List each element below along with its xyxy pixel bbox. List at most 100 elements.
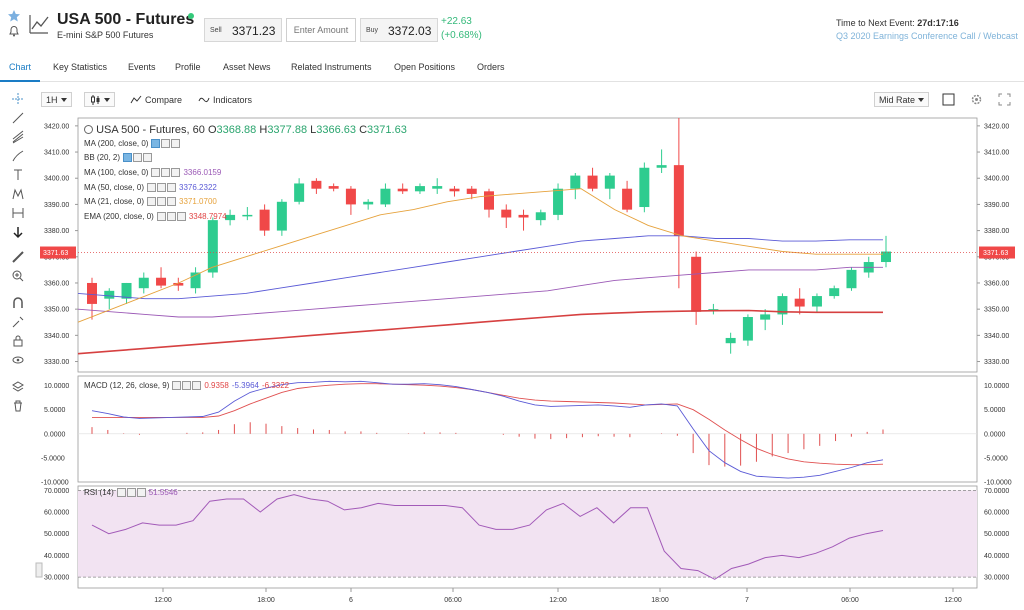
sell-button[interactable]: Sell 3371.23 — [204, 18, 282, 42]
fullscreen-icon[interactable] — [998, 93, 1011, 106]
rsi-line — [91, 494, 884, 580]
lock-icon[interactable] — [11, 334, 25, 348]
candle-body — [414, 186, 425, 192]
rsi-tick-label-right: 60.0000 — [984, 510, 1009, 517]
indicator-name: EMA (200, close, 0) — [84, 212, 154, 221]
buy-button[interactable]: Buy 3372.03 — [360, 18, 438, 42]
arrow-down-icon[interactable] — [11, 225, 25, 239]
layers-icon[interactable] — [11, 380, 25, 394]
rsi-band — [78, 490, 977, 578]
indicator-controls[interactable] — [116, 488, 146, 497]
indicators-label: Indicators — [213, 94, 253, 105]
trend-line-icon[interactable] — [11, 111, 25, 125]
price-mode-select[interactable]: Mid Rate — [874, 92, 930, 107]
x-tick-label: 6 — [349, 597, 353, 604]
chevron-down-icon — [918, 97, 925, 102]
pattern-icon[interactable] — [11, 187, 25, 201]
candle-body — [104, 290, 115, 299]
indicator-legend-ma21[interactable]: MA (21, close, 0) 3371.0700 — [84, 197, 217, 206]
zoom-in-icon[interactable] — [11, 269, 25, 283]
instrument-subtitle: E-mini S&P 500 Futures — [57, 30, 154, 40]
tab-orders[interactable]: Orders — [477, 62, 505, 72]
x-tick-label: 18:00 — [651, 597, 669, 604]
crosshair-icon[interactable] — [11, 92, 25, 106]
tab-profile[interactable]: Profile — [175, 62, 201, 72]
indicator-controls[interactable] — [147, 183, 177, 192]
macd-tick-label-left: 5.0000 — [44, 407, 66, 414]
indicator-controls[interactable] — [172, 381, 202, 390]
compare-icon — [130, 95, 142, 103]
candle-body — [449, 188, 460, 192]
rsi-legend[interactable]: RSI (14) 51.5546 — [84, 488, 178, 497]
rsi-tick-label-left: 50.0000 — [44, 531, 69, 538]
candle-body — [760, 314, 771, 320]
draw-mode-icon[interactable] — [11, 315, 25, 329]
legend-l-label: L — [310, 124, 317, 136]
indicator-controls[interactable] — [156, 212, 186, 221]
macd-line-value: -5.3964 — [231, 381, 259, 390]
tab-events[interactable]: Events — [128, 62, 156, 72]
indicator-legend-ma200[interactable]: MA (200, close, 0) — [84, 139, 181, 148]
tab-chart[interactable]: Chart — [9, 62, 32, 72]
brush-icon[interactable] — [11, 149, 25, 163]
indicator-legend-bb[interactable]: BB (20, 2) — [84, 153, 153, 162]
indicator-name: BB (20, 2) — [84, 153, 121, 162]
tab-key-statistics[interactable]: Key Statistics — [53, 62, 108, 72]
next-event-link[interactable]: Q3 2020 Earnings Conference Call / Webca… — [836, 31, 1018, 41]
candle-body — [829, 288, 840, 297]
interval-value: 1H — [46, 94, 58, 105]
indicators-button[interactable]: Indicators — [198, 92, 252, 107]
drawing-tools-sidebar — [0, 86, 36, 610]
bell-icon[interactable] — [8, 25, 20, 37]
rsi-tick-label-right: 30.0000 — [984, 575, 1009, 582]
candle-body — [656, 165, 667, 168]
y-tick-label-left: 3350.00 — [44, 307, 69, 314]
instrument-tabs: Chart Key Statistics Events Profile Asse… — [0, 56, 1024, 82]
candle-body — [345, 188, 356, 205]
ema200-line — [77, 309, 883, 355]
indicator-controls[interactable] — [123, 153, 153, 162]
projection-icon[interactable] — [11, 206, 25, 220]
fib-icon[interactable] — [11, 130, 25, 144]
amount-input[interactable] — [286, 18, 356, 42]
macd-legend[interactable]: MACD (12, 26, close, 9) 0.9358 -5.3964 -… — [84, 381, 289, 390]
trash-icon[interactable] — [11, 399, 25, 413]
tab-asset-news[interactable]: Asset News — [223, 62, 271, 72]
indicator-controls[interactable] — [151, 168, 181, 177]
candle-body — [311, 180, 322, 189]
ruler-icon[interactable] — [11, 250, 25, 264]
candle-body — [121, 282, 132, 299]
gear-icon[interactable] — [970, 93, 983, 106]
magnet-icon[interactable] — [11, 296, 25, 310]
rsi-value: 51.5546 — [148, 488, 178, 497]
chart-type-select[interactable] — [84, 92, 115, 107]
indicator-legend-ema200[interactable]: EMA (200, close, 0) 3348.7974 — [84, 212, 227, 221]
macd-name: MACD (12, 26, close, 9) — [84, 381, 170, 390]
candle-body — [156, 277, 167, 286]
candle-body — [708, 309, 719, 311]
x-tick-label: 06:00 — [444, 597, 462, 604]
tab-open-positions[interactable]: Open Positions — [394, 62, 456, 72]
y-tick-label-left: 3380.00 — [44, 228, 69, 235]
indicator-legend-ma100[interactable]: MA (100, close, 0) 3366.0159 — [84, 168, 221, 177]
candle-body — [725, 337, 736, 344]
indicator-controls[interactable] — [147, 197, 177, 206]
candle-body — [190, 272, 201, 289]
indicator-name: MA (100, close, 0) — [84, 168, 149, 177]
indicator-controls[interactable] — [151, 139, 181, 148]
star-icon[interactable] — [7, 9, 21, 23]
interval-select[interactable]: 1H — [41, 92, 72, 107]
compare-button[interactable]: Compare — [130, 92, 182, 107]
macd-tick-label-right: 0.0000 — [984, 431, 1006, 438]
snapshot-icon[interactable] — [942, 93, 955, 106]
text-tool-icon[interactable] — [11, 168, 25, 182]
indicator-legend-ma50[interactable]: MA (50, close, 0) 3376.2322 — [84, 183, 217, 192]
candle-body — [794, 298, 805, 307]
eye-icon[interactable] — [11, 353, 25, 367]
tab-related-instruments[interactable]: Related Instruments — [291, 62, 372, 72]
legend-collapse-icon[interactable] — [84, 125, 93, 134]
y-tick-label-right: 3350.00 — [984, 307, 1009, 314]
rsi-tick-label-left: 70.0000 — [44, 488, 69, 495]
